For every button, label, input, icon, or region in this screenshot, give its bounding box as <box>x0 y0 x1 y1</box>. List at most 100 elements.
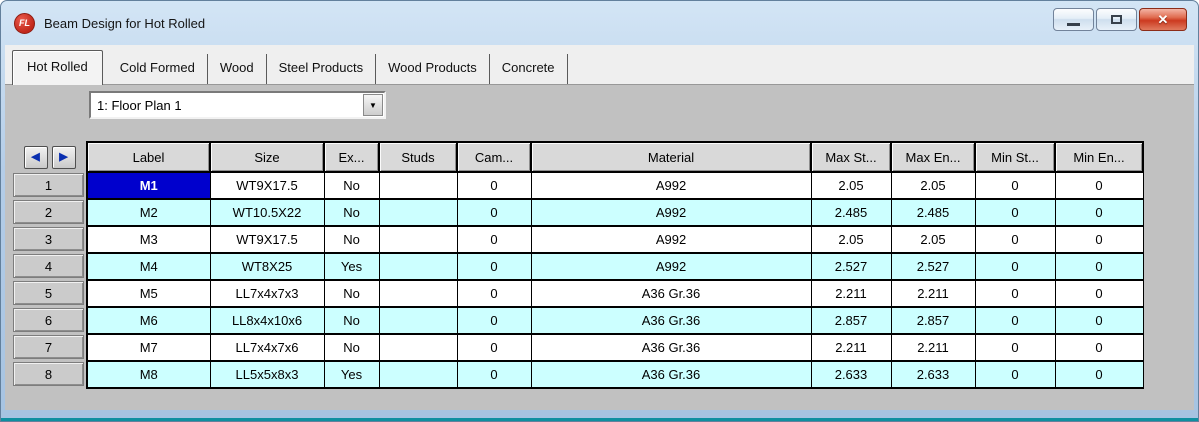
cell-max-en[interactable]: 2.527 <box>890 252 976 281</box>
row-number-button[interactable]: 7 <box>13 335 84 359</box>
cell-max-st[interactable]: 2.05 <box>810 225 892 254</box>
cell-max-en[interactable]: 2.633 <box>890 360 976 389</box>
cell-label[interactable]: M3 <box>86 225 211 254</box>
cell-size[interactable]: LL5x5x8x3 <box>209 360 325 389</box>
column-header-max-st[interactable]: Max St... <box>810 141 892 173</box>
cell-ex[interactable]: No <box>323 225 380 254</box>
cell-ex[interactable]: No <box>323 198 380 227</box>
cell-min-st[interactable]: 0 <box>974 171 1056 200</box>
cell-min-st[interactable]: 0 <box>974 225 1056 254</box>
row-number-button[interactable]: 2 <box>13 200 84 224</box>
tab-wood-products[interactable]: Wood Products <box>376 54 490 84</box>
cell-studs[interactable] <box>378 198 458 227</box>
dropdown-button[interactable]: ▼ <box>363 94 383 116</box>
row-number-button[interactable]: 6 <box>13 308 84 332</box>
minimize-button[interactable] <box>1053 8 1094 31</box>
cell-min-st[interactable]: 0 <box>974 360 1056 389</box>
cell-material[interactable]: A36 Gr.36 <box>530 333 812 362</box>
scroll-left-button[interactable]: ◀ <box>23 145 48 169</box>
cell-min-en[interactable]: 0 <box>1054 198 1144 227</box>
cell-cam[interactable]: 0 <box>456 225 532 254</box>
column-header-material[interactable]: Material <box>530 141 812 173</box>
cell-studs[interactable] <box>378 171 458 200</box>
cell-max-en[interactable]: 2.05 <box>890 225 976 254</box>
cell-label[interactable]: M4 <box>86 252 211 281</box>
cell-ex[interactable]: No <box>323 171 380 200</box>
cell-studs[interactable] <box>378 225 458 254</box>
cell-ex[interactable]: Yes <box>323 360 380 389</box>
cell-min-st[interactable]: 0 <box>974 333 1056 362</box>
column-header-studs[interactable]: Studs <box>378 141 458 173</box>
cell-material[interactable]: A36 Gr.36 <box>530 360 812 389</box>
cell-cam[interactable]: 0 <box>456 279 532 308</box>
cell-max-en[interactable]: 2.211 <box>890 333 976 362</box>
restore-button[interactable] <box>1096 8 1137 31</box>
cell-label[interactable]: M7 <box>86 333 211 362</box>
cell-ex[interactable]: No <box>323 333 380 362</box>
column-header-cam[interactable]: Cam... <box>456 141 532 173</box>
cell-max-en[interactable]: 2.485 <box>890 198 976 227</box>
row-number-button[interactable]: 3 <box>13 227 84 251</box>
cell-size[interactable]: LL8x4x10x6 <box>209 306 325 335</box>
cell-ex[interactable]: Yes <box>323 252 380 281</box>
cell-size[interactable]: LL7x4x7x3 <box>209 279 325 308</box>
cell-size[interactable]: WT9X17.5 <box>209 171 325 200</box>
cell-ex[interactable]: No <box>323 279 380 308</box>
cell-label[interactable]: M1 <box>86 171 211 200</box>
column-header-max-en[interactable]: Max En... <box>890 141 976 173</box>
column-header-ex[interactable]: Ex... <box>323 141 380 173</box>
cell-studs[interactable] <box>378 252 458 281</box>
cell-cam[interactable]: 0 <box>456 333 532 362</box>
cell-size[interactable]: WT9X17.5 <box>209 225 325 254</box>
cell-min-en[interactable]: 0 <box>1054 252 1144 281</box>
cell-min-en[interactable]: 0 <box>1054 333 1144 362</box>
cell-size[interactable]: LL7x4x7x6 <box>209 333 325 362</box>
cell-max-st[interactable]: 2.527 <box>810 252 892 281</box>
tab-concrete[interactable]: Concrete <box>490 54 568 84</box>
tab-hot-rolled[interactable]: Hot Rolled <box>12 50 103 85</box>
column-header-min-en[interactable]: Min En... <box>1054 141 1144 173</box>
tab-cold-formed[interactable]: Cold Formed <box>108 54 208 84</box>
cell-max-st[interactable]: 2.211 <box>810 333 892 362</box>
cell-size[interactable]: WT8X25 <box>209 252 325 281</box>
cell-min-en[interactable]: 0 <box>1054 171 1144 200</box>
titlebar[interactable]: FL Beam Design for Hot Rolled ✕ <box>1 1 1198 45</box>
cell-material[interactable]: A36 Gr.36 <box>530 306 812 335</box>
cell-studs[interactable] <box>378 360 458 389</box>
cell-material[interactable]: A992 <box>530 171 812 200</box>
cell-studs[interactable] <box>378 279 458 308</box>
cell-cam[interactable]: 0 <box>456 306 532 335</box>
cell-max-st[interactable]: 2.857 <box>810 306 892 335</box>
scroll-right-button[interactable]: ▶ <box>51 145 76 169</box>
cell-label[interactable]: M2 <box>86 198 211 227</box>
cell-max-en[interactable]: 2.05 <box>890 171 976 200</box>
column-header-min-st[interactable]: Min St... <box>974 141 1056 173</box>
cell-min-en[interactable]: 0 <box>1054 279 1144 308</box>
cell-material[interactable]: A992 <box>530 252 812 281</box>
tab-steel-products[interactable]: Steel Products <box>267 54 377 84</box>
cell-studs[interactable] <box>378 306 458 335</box>
cell-material[interactable]: A36 Gr.36 <box>530 279 812 308</box>
cell-cam[interactable]: 0 <box>456 198 532 227</box>
column-header-label[interactable]: Label <box>86 141 211 173</box>
row-number-button[interactable]: 4 <box>13 254 84 278</box>
cell-material[interactable]: A992 <box>530 225 812 254</box>
cell-max-st[interactable]: 2.633 <box>810 360 892 389</box>
cell-min-en[interactable]: 0 <box>1054 360 1144 389</box>
cell-material[interactable]: A992 <box>530 198 812 227</box>
cell-studs[interactable] <box>378 333 458 362</box>
cell-ex[interactable]: No <box>323 306 380 335</box>
row-number-button[interactable]: 1 <box>13 173 84 197</box>
cell-min-st[interactable]: 0 <box>974 252 1056 281</box>
close-button[interactable]: ✕ <box>1139 8 1187 31</box>
cell-max-st[interactable]: 2.05 <box>810 171 892 200</box>
cell-cam[interactable]: 0 <box>456 252 532 281</box>
cell-max-st[interactable]: 2.211 <box>810 279 892 308</box>
tab-wood[interactable]: Wood <box>208 54 267 84</box>
cell-max-en[interactable]: 2.857 <box>890 306 976 335</box>
cell-label[interactable]: M8 <box>86 360 211 389</box>
cell-min-st[interactable]: 0 <box>974 198 1056 227</box>
cell-max-en[interactable]: 2.211 <box>890 279 976 308</box>
cell-min-en[interactable]: 0 <box>1054 306 1144 335</box>
cell-cam[interactable]: 0 <box>456 360 532 389</box>
